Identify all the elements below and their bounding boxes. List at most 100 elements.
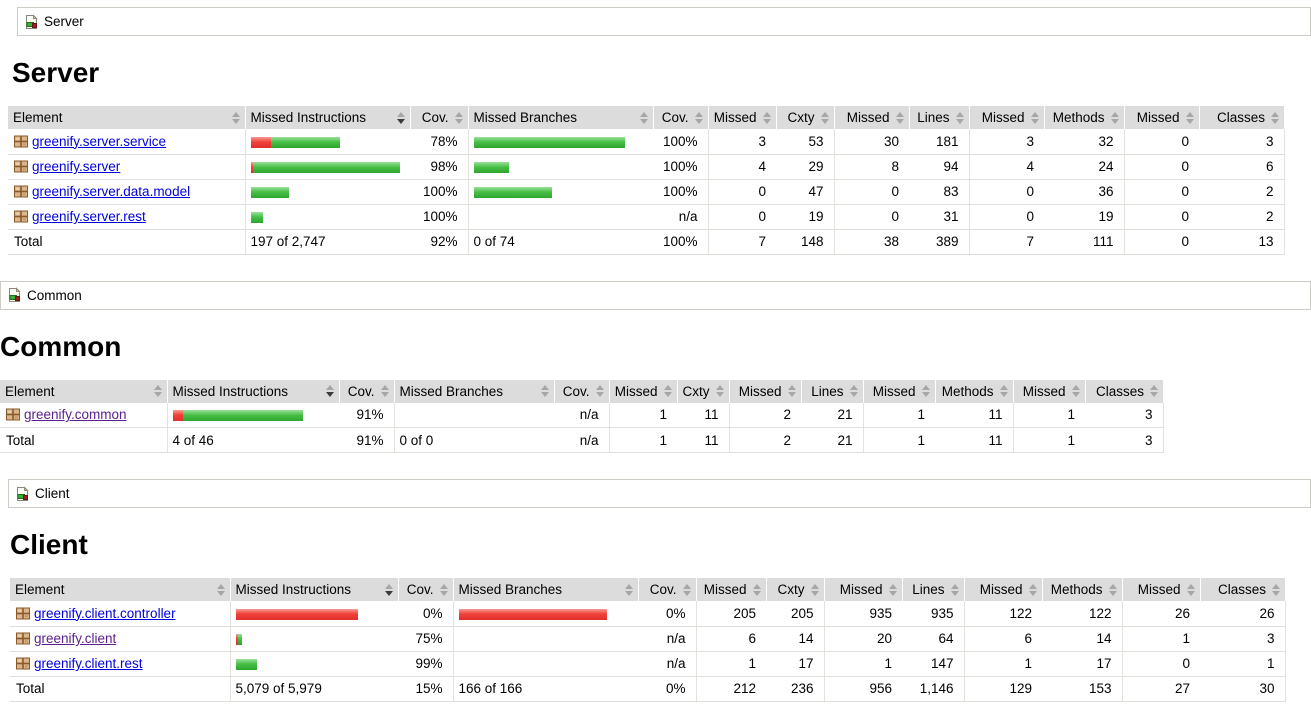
breadcrumb: Common [0, 280, 1311, 310]
coverage-bar [473, 186, 552, 198]
total-branch-text-cell: 0 of 0 [393, 427, 554, 453]
total-value-cell: 3 [1085, 427, 1164, 453]
branches-bar-cell [452, 626, 638, 652]
column-header-cov-[interactable]: Cov. [338, 379, 394, 403]
sort-icon [1110, 111, 1119, 124]
column-header-element[interactable]: Element [0, 379, 167, 403]
missed-bar [235, 608, 358, 620]
column-header-cov-[interactable]: Cov. [397, 578, 453, 601]
covered-bar [252, 161, 400, 173]
column-header-cxty[interactable]: Cxty [775, 106, 834, 129]
total-value-cell: 0% [638, 676, 696, 702]
breadcrumb-label[interactable]: Server [44, 14, 84, 29]
column-header-classes[interactable]: Classes [1199, 578, 1285, 601]
value-cell: 1 [608, 402, 677, 428]
value-cell: 0% [638, 601, 696, 627]
breadcrumb-label[interactable]: Client [35, 486, 70, 501]
column-header-classes[interactable]: Classes [1084, 379, 1163, 403]
sort-icon [1272, 583, 1280, 596]
column-header-label: Cov. [406, 582, 434, 597]
column-header-cov-[interactable]: Cov. [553, 379, 609, 403]
total-row: Total 5,079 of 5,979 15% 166 of 166 0% 212 236… [10, 676, 1286, 702]
column-header-methods[interactable]: Methods [934, 379, 1013, 403]
column-header-label: Missed [738, 383, 782, 399]
sort-icon [439, 583, 448, 596]
branches-bar-cell [467, 129, 653, 155]
package-icon [6, 408, 20, 421]
column-header-missed[interactable]: Missed [1012, 379, 1085, 403]
column-header-missed[interactable]: Missed [968, 106, 1044, 129]
column-header-missed-branches[interactable]: Missed Branches [452, 578, 638, 601]
header-row: Element Missed Instructions Cov. Missed Bra… [10, 578, 1285, 601]
column-header-label: Missed Branches [458, 582, 563, 597]
sort-icon [888, 583, 897, 596]
package-link[interactable]: greenify.client [34, 631, 117, 646]
column-header-missed[interactable]: Missed [823, 578, 902, 601]
instructions-bar-cell [166, 402, 339, 428]
missed-bar [458, 608, 607, 620]
package-link[interactable]: greenify.server.rest [32, 209, 146, 224]
column-header-lines[interactable]: Lines [901, 578, 964, 601]
column-header-element[interactable]: Element [8, 106, 245, 129]
column-header-lines[interactable]: Lines [800, 379, 863, 403]
value-cell: 24 [1044, 154, 1124, 180]
column-header-missed[interactable]: Missed [1121, 578, 1200, 601]
package-link[interactable]: greenify.common [24, 407, 127, 423]
sort-icon [1028, 583, 1037, 596]
column-header-missed-branches[interactable]: Missed Branches [393, 379, 554, 403]
coverage-bar [235, 608, 358, 620]
value-cell: 19 [776, 204, 834, 230]
column-header-missed[interactable]: Missed [963, 578, 1042, 601]
column-header-methods[interactable]: Methods [1041, 578, 1122, 601]
package-link[interactable]: greenify.server.data.model [32, 184, 191, 199]
table-row: greenify.client 75% n/a 6 14 20 64 6 14 1 3 [10, 626, 1286, 652]
column-header-missed[interactable]: Missed [728, 379, 801, 403]
value-cell: 6 [695, 626, 766, 652]
package-link[interactable]: greenify.server [32, 159, 121, 174]
total-value-cell: n/a [554, 427, 609, 453]
column-header-missed-branches[interactable]: Missed Branches [467, 106, 653, 129]
column-header-missed[interactable]: Missed [707, 106, 776, 129]
column-header-methods[interactable]: Methods [1043, 106, 1124, 129]
sort-icon [1108, 583, 1117, 596]
sort-icon [752, 583, 761, 596]
coverage-table: Element Missed Instructions Cov. Missed Bra… [0, 379, 1164, 453]
column-header-cov-[interactable]: Cov. [637, 578, 696, 601]
package-link[interactable]: greenify.client.rest [34, 656, 143, 671]
missed-bar [235, 633, 238, 645]
column-header-element[interactable]: Element [10, 578, 230, 601]
sort-icon [325, 385, 334, 397]
column-header-label: Lines [912, 582, 945, 597]
column-header-missed-instructions[interactable]: Missed Instructions [166, 379, 339, 403]
covered-bar [237, 633, 242, 645]
column-header-lines[interactable]: Lines [908, 106, 969, 129]
column-header-missed-instructions[interactable]: Missed Instructions [244, 106, 410, 129]
table-row: greenify.server 98% 100% 4 29 8 94 4 24 0 6 [8, 154, 1285, 180]
package-link[interactable]: greenify.client.controller [34, 605, 176, 621]
total-value-cell: 7 [707, 229, 776, 255]
covered-bar [250, 186, 289, 198]
value-cell: 26 [1121, 601, 1200, 627]
column-header-missed[interactable]: Missed [1123, 106, 1199, 129]
column-header-label: Missed [1137, 582, 1181, 597]
column-header-missed[interactable]: Missed [862, 379, 935, 403]
sort-icon [787, 385, 796, 397]
coverage-bar [235, 658, 257, 670]
column-header-missed[interactable]: Missed [833, 106, 909, 129]
column-header-missed[interactable]: Missed [608, 379, 677, 403]
column-header-classes[interactable]: Classes [1198, 106, 1284, 129]
column-header-cov-[interactable]: Cov. [652, 106, 708, 129]
package-link[interactable]: greenify.server.service [32, 133, 167, 149]
total-value-cell: 0 [1123, 229, 1199, 255]
column-header-cxty[interactable]: Cxty [765, 578, 824, 601]
coverage-table: Element Missed Instructions Cov. Missed Bra… [10, 578, 1286, 702]
sort-icon [1030, 111, 1039, 124]
column-header-cxty[interactable]: Cxty [676, 379, 729, 403]
total-value-cell: 1,146 [902, 676, 964, 702]
coverage-bar [250, 211, 263, 223]
breadcrumb-label[interactable]: Common [27, 287, 82, 303]
covered-bar [270, 136, 340, 148]
column-header-missed-instructions[interactable]: Missed Instructions [229, 578, 398, 601]
column-header-cov-[interactable]: Cov. [409, 106, 468, 129]
column-header-missed[interactable]: Missed [695, 578, 766, 601]
